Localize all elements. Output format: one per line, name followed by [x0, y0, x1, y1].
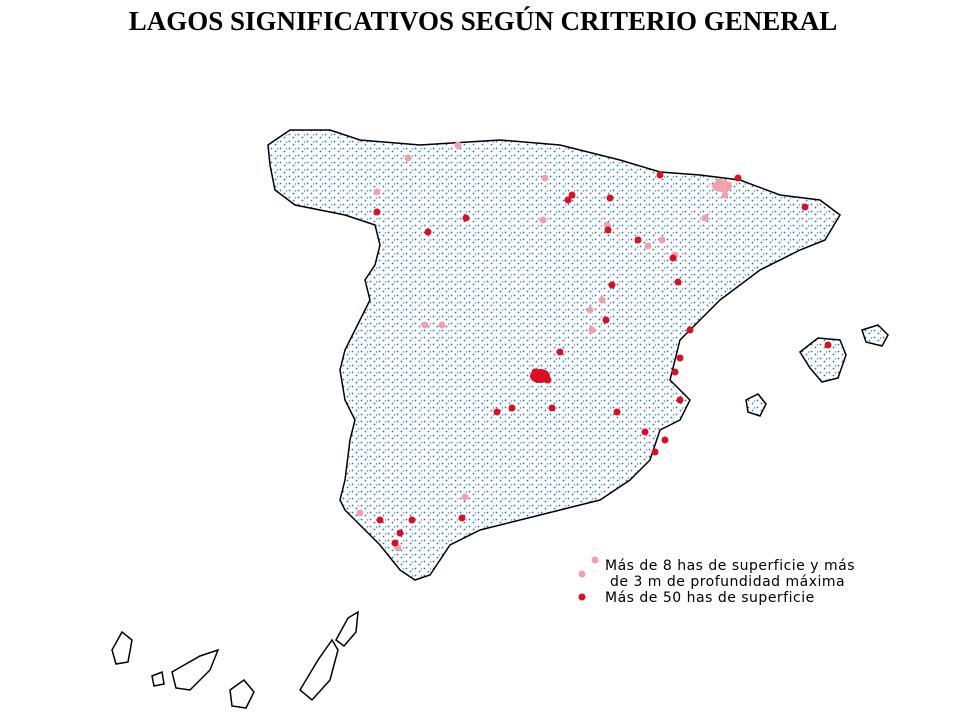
lake-marker: [598, 296, 606, 304]
legend-label: Más de 50 has de superficie: [605, 590, 815, 606]
lake-marker: [376, 516, 384, 524]
lake-marker: [669, 254, 677, 262]
lake-marker: [556, 348, 564, 356]
island: [171, 648, 220, 691]
lake-marker: [734, 174, 742, 182]
lake-marker: [686, 326, 694, 334]
lake-marker: [493, 408, 501, 416]
lake-marker: [606, 194, 614, 202]
menorca: [861, 324, 889, 347]
lake-marker: [586, 306, 594, 314]
lake-marker: [641, 428, 649, 436]
lake-marker: [356, 509, 364, 517]
lake-marker: [608, 281, 616, 289]
ibiza: [745, 393, 767, 417]
lake-marker: [541, 174, 549, 182]
island: [151, 670, 165, 687]
lake-marker: [424, 228, 432, 236]
lake-marker: [548, 404, 556, 412]
lake-marker: [676, 354, 684, 362]
land: [267, 129, 889, 581]
lake-marker: [508, 404, 516, 412]
lake-marker: [674, 278, 682, 286]
legend-label: Más de 8 has de superficie y más: [605, 558, 855, 574]
lake-marker: [721, 191, 729, 199]
map-title: LAGOS SIGNIFICATIVOS SEGÚN CRITERIO GENE…: [129, 6, 838, 36]
lake-marker: [539, 216, 547, 224]
lake-marker: [634, 236, 642, 244]
island: [299, 638, 339, 702]
lake-marker: [661, 436, 669, 444]
lake-marker: [462, 214, 470, 222]
lake-marker: [701, 214, 709, 222]
island: [229, 678, 255, 709]
lake-marker: [421, 321, 429, 329]
legend-marker: [578, 593, 586, 601]
lake-marker: [396, 529, 404, 537]
lake-marker: [454, 141, 462, 149]
lake-marker: [656, 171, 664, 179]
lake-marker: [658, 236, 666, 244]
lake-marker: [644, 242, 652, 250]
island: [335, 610, 359, 648]
lake-marker: [591, 556, 599, 564]
lake-marker: [604, 226, 612, 234]
lake-marker: [613, 408, 621, 416]
lake-cluster: [712, 180, 732, 192]
peninsula: [267, 129, 841, 581]
lake-marker: [408, 516, 416, 524]
lake-marker: [671, 368, 679, 376]
lake-marker: [651, 448, 659, 456]
lake-marker: [438, 321, 446, 329]
lake-marker: [404, 154, 412, 162]
lake-marker: [391, 539, 399, 547]
lake-marker: [373, 188, 381, 196]
lake-marker: [602, 316, 610, 324]
lake-marker: [461, 493, 469, 501]
lake-marker: [588, 326, 596, 334]
lake-cluster: [530, 369, 550, 383]
island: [111, 630, 133, 665]
lake-marker: [458, 514, 466, 522]
lake-marker: [564, 196, 572, 204]
legend-label: de 3 m de profundidad máxima: [610, 574, 845, 590]
lake-marker: [568, 191, 576, 199]
legend-marker: [578, 570, 586, 578]
lakes: [356, 141, 832, 564]
lake-marker: [676, 396, 684, 404]
lake-marker: [801, 203, 809, 211]
mallorca: [799, 337, 847, 383]
canary-islands: [111, 610, 359, 709]
lake-marker: [824, 341, 832, 349]
lake-marker: [373, 208, 381, 216]
